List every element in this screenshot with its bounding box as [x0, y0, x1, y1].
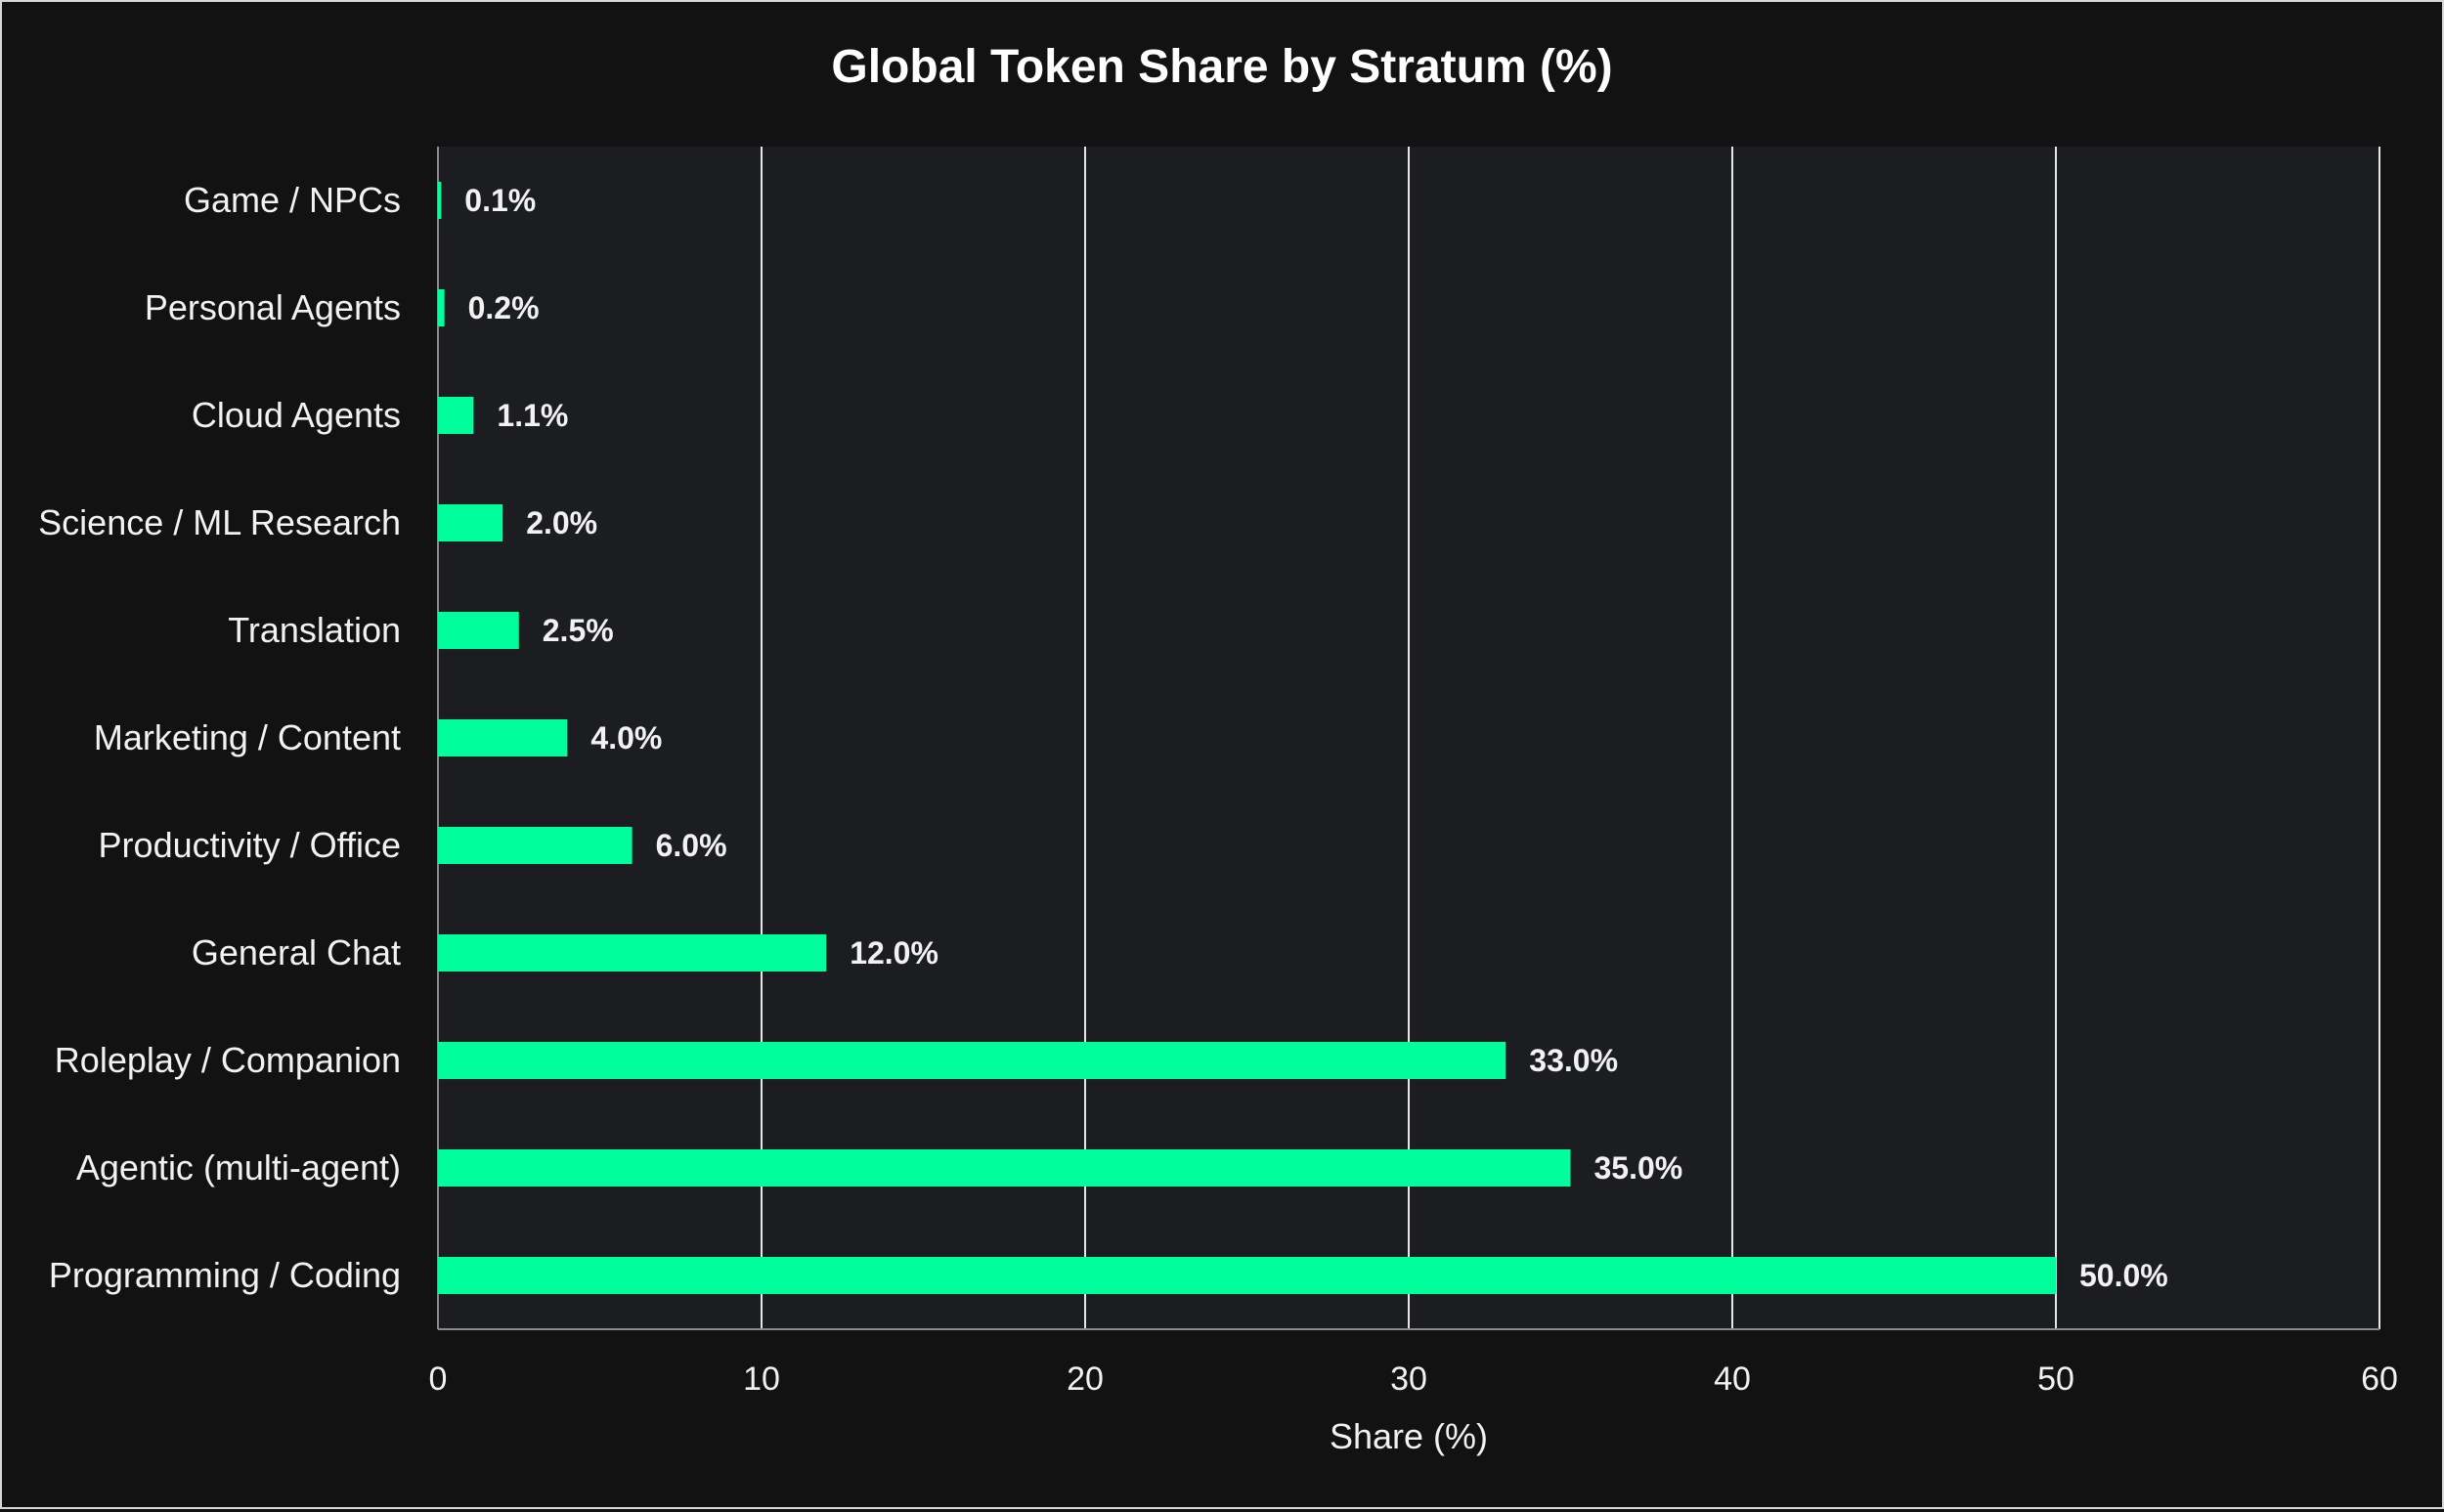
value-label: 0.2%	[468, 290, 540, 325]
category-label: Productivity / Office	[99, 825, 401, 865]
value-label: 2.5%	[543, 613, 614, 648]
category-label: Marketing / Content	[94, 717, 401, 757]
value-label: 1.1%	[497, 398, 568, 433]
bar	[438, 612, 519, 649]
bar	[438, 1042, 1506, 1079]
value-label: 2.0%	[526, 505, 597, 540]
value-label: 0.1%	[464, 183, 536, 218]
category-label: Cloud Agents	[192, 395, 401, 435]
bar	[438, 289, 445, 326]
category-label: Personal Agents	[145, 287, 401, 327]
chart-title: Global Token Share by Stratum (%)	[831, 41, 1612, 93]
grid-lines	[761, 147, 2380, 1329]
bar	[438, 719, 568, 756]
value-label: 33.0%	[1529, 1043, 1618, 1078]
x-tick-label: 40	[1714, 1361, 1751, 1398]
x-tick-label: 50	[2037, 1361, 2074, 1398]
category-label: General Chat	[192, 932, 401, 972]
bar	[438, 1149, 1571, 1187]
bar	[438, 1257, 2056, 1294]
x-tick-label: 60	[2361, 1361, 2398, 1398]
bar	[438, 934, 827, 972]
category-label: Programming / Coding	[49, 1255, 401, 1295]
bars	[438, 182, 2056, 1294]
value-labels: 0.1% 0.2% 1.1% 2.0% 2.5% 4.0% 6.0% 12.0% 33.0% 35…	[464, 183, 2167, 1293]
x-tick-label: 30	[1390, 1361, 1427, 1398]
bar	[438, 397, 474, 434]
x-tick-labels: 0 10 20 30 40 50 60	[429, 1361, 2398, 1398]
value-label: 4.0%	[590, 720, 662, 756]
category-label: Agentic (multi-agent)	[76, 1147, 401, 1188]
value-label: 12.0%	[850, 935, 938, 971]
category-label: Science / ML Research	[38, 502, 401, 542]
category-labels: Game / NPCs Personal Agents Cloud Agents Sc…	[38, 180, 401, 1295]
x-tick-label: 20	[1067, 1361, 1104, 1398]
bar	[438, 827, 633, 864]
value-label: 35.0%	[1594, 1150, 1683, 1186]
category-label: Game / NPCs	[184, 180, 401, 220]
value-label: 6.0%	[656, 828, 727, 863]
bar	[438, 504, 503, 541]
bar	[438, 182, 442, 219]
value-label: 50.0%	[2079, 1258, 2168, 1293]
x-axis-label: Share (%)	[1330, 1416, 1488, 1456]
category-label: Roleplay / Companion	[55, 1040, 401, 1080]
x-tick-label: 10	[743, 1361, 780, 1398]
category-label: Translation	[228, 610, 401, 650]
x-tick-label: 0	[429, 1361, 448, 1398]
